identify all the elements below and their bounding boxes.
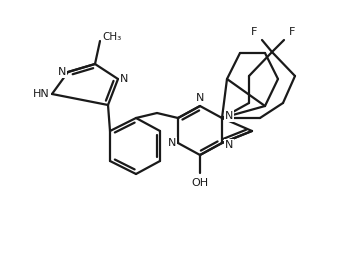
Text: N: N [225, 111, 233, 121]
Text: N: N [225, 140, 233, 150]
Text: N: N [168, 138, 176, 148]
Text: OH: OH [191, 178, 209, 188]
Text: F: F [289, 27, 295, 37]
Text: N: N [57, 67, 66, 77]
Text: N: N [120, 74, 128, 84]
Text: CH₃: CH₃ [102, 32, 121, 42]
Text: N: N [196, 93, 204, 103]
Text: F: F [251, 27, 257, 37]
Text: HN: HN [33, 89, 50, 99]
